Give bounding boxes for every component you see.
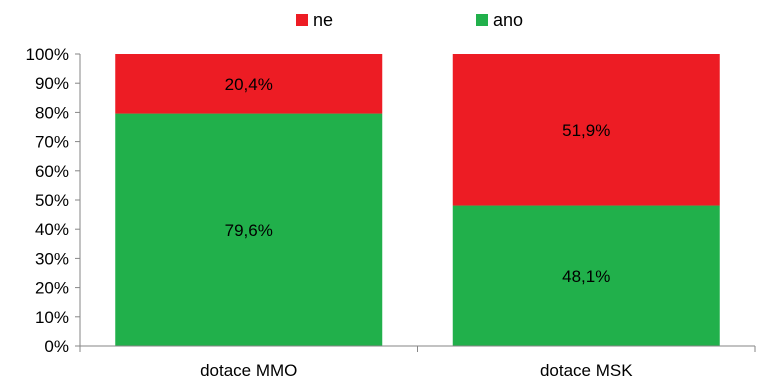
y-tick-label-70: 70%	[35, 133, 69, 152]
bar-ano-2	[452, 205, 720, 346]
y-tick-label-0: 0%	[44, 337, 69, 356]
y-tick-label-50: 50%	[35, 191, 69, 210]
y-tick-label-100: 100%	[26, 45, 69, 64]
y-tick-label-60: 60%	[35, 162, 69, 181]
bars	[115, 54, 720, 347]
legend-label-ne: ne	[313, 10, 333, 30]
y-tick-label-90: 90%	[35, 74, 69, 93]
category-label-2: dotace MSK	[540, 361, 633, 380]
legend: ne ano	[296, 10, 523, 30]
legend-swatch-ne	[296, 14, 308, 26]
axes: 0% 10% 20% 30% 40% 50% 60% 70% 80% 90% 100% dotace …	[26, 45, 756, 380]
data-label-ne-1: 20,4%	[225, 75, 273, 94]
y-tick-label-20: 20%	[35, 279, 69, 298]
legend-label-ano: ano	[493, 10, 523, 30]
data-label-ano-2: 48,1%	[562, 267, 610, 286]
y-tick-label-80: 80%	[35, 103, 69, 122]
data-labels: 79,6% 20,4% 48,1% 51,9%	[225, 75, 611, 286]
y-tick-label-30: 30%	[35, 249, 69, 268]
bar-ne-1	[115, 54, 383, 114]
legend-swatch-ano	[476, 14, 488, 26]
data-label-ano-1: 79,6%	[225, 221, 273, 240]
bar-ne-2	[452, 54, 720, 206]
y-tick-label-40: 40%	[35, 220, 69, 239]
y-tick-label-10: 10%	[35, 308, 69, 327]
bar-ano-1	[115, 113, 383, 347]
data-label-ne-2: 51,9%	[562, 121, 610, 140]
category-label-1: dotace MMO	[200, 361, 297, 380]
